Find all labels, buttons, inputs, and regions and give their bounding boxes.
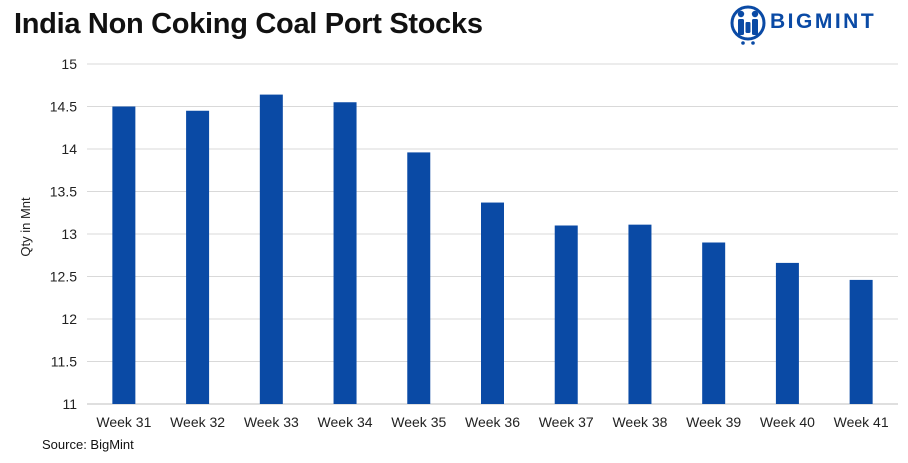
x-tick-label: Week 39 (686, 414, 741, 430)
bar (702, 242, 726, 404)
bar (775, 262, 799, 404)
x-tick-label: Week 40 (760, 414, 815, 430)
y-tick-label: 15 (61, 56, 77, 72)
x-tick-label: Week 38 (612, 414, 667, 430)
y-tick-label: 12.5 (50, 269, 77, 285)
bar (333, 102, 357, 404)
y-tick-label: 14 (61, 141, 77, 157)
x-tick-label: Week 31 (96, 414, 151, 430)
bigmint-logo: BIGMINT (728, 2, 904, 48)
bar (481, 202, 504, 404)
x-tick-label: Week 33 (244, 414, 299, 430)
x-tick-label: Week 37 (539, 414, 594, 430)
y-tick-label: 11.5 (51, 354, 77, 370)
x-tick-label: Week 36 (465, 414, 520, 430)
y-tick-label: 13 (61, 226, 77, 242)
x-tick-label: Week 34 (318, 414, 373, 430)
x-tick-label: Week 41 (834, 414, 889, 430)
bar (849, 279, 873, 404)
bar (259, 94, 283, 404)
bar (628, 224, 652, 404)
y-tick-label: 11 (62, 396, 77, 412)
y-tick-label: 14.5 (50, 99, 77, 115)
bar (554, 225, 578, 404)
y-axis-title: Qty in Mnt (18, 197, 33, 257)
logo-text: BIGMINT (770, 10, 877, 33)
bar (407, 152, 431, 404)
x-tick-label: Week 32 (170, 414, 225, 430)
bar (112, 106, 136, 404)
chart-title: India Non Coking Coal Port Stocks (14, 8, 483, 40)
people-mark-icon (730, 5, 766, 45)
source-note: Source: BigMint (42, 437, 134, 452)
bar (186, 110, 210, 404)
y-tick-label: 13.5 (50, 184, 77, 200)
y-tick-label: 12 (61, 311, 77, 327)
x-tick-label: Week 35 (391, 414, 446, 430)
